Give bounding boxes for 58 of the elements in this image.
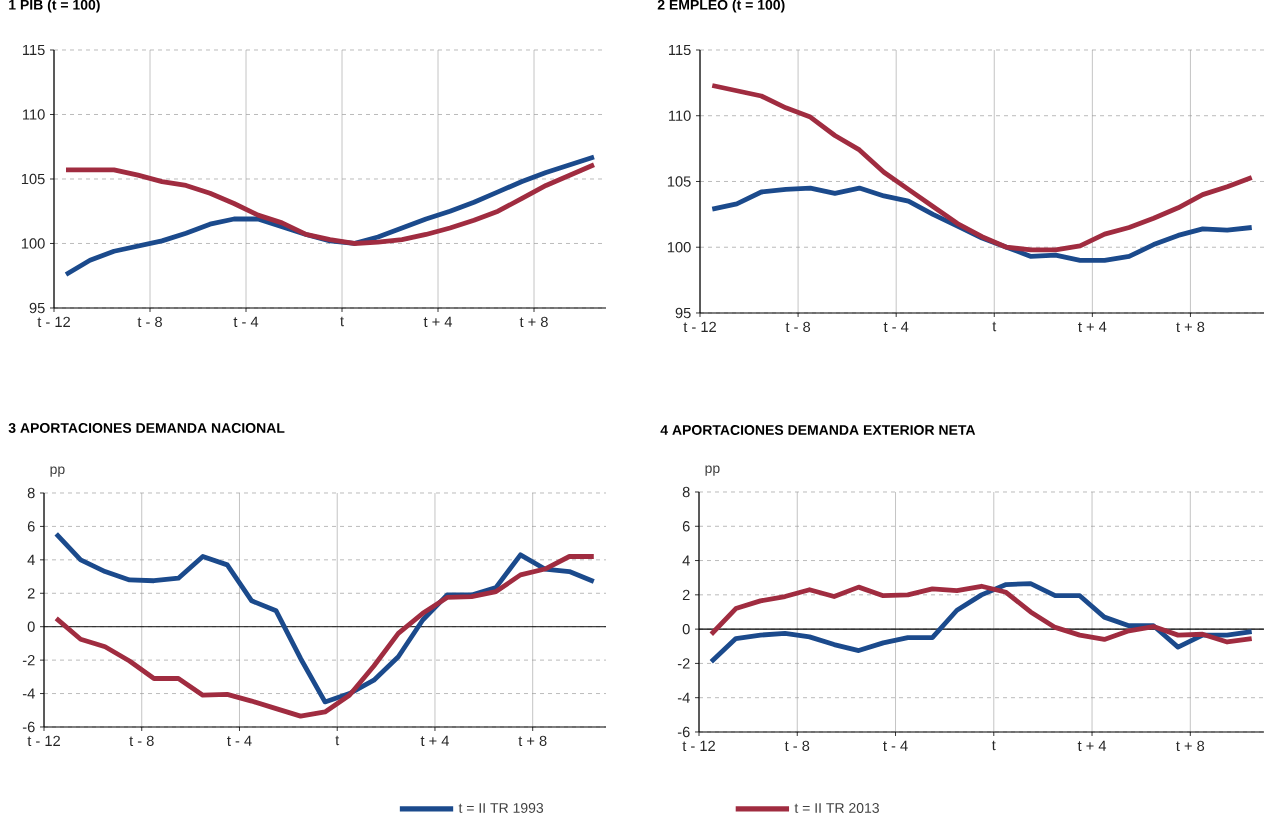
chart-title: 3 APORTACIONES DEMANDA NACIONAL (8, 423, 285, 433)
x-tick-label: t - 12 (27, 735, 60, 747)
x-tick-label: t (991, 740, 996, 751)
x-tick-label: t (335, 735, 340, 746)
y-tick-label: 95 (675, 307, 691, 319)
y-tick-label: -6 (22, 721, 35, 733)
x-tick-label: t + 8 (1176, 740, 1205, 752)
y-tick-label: 0 (27, 621, 35, 632)
y-tick-label: 115 (23, 44, 45, 56)
y-axis-title: pp (50, 466, 65, 477)
x-tick-label: t - 8 (784, 740, 810, 752)
legend-label: t = II TR 1993 (458, 802, 544, 813)
y-tick-label: 95 (29, 302, 45, 314)
y-tick-label: 0 (682, 623, 690, 635)
x-tick-label: t + 8 (1176, 321, 1205, 333)
y-tick-label: 110 (23, 109, 45, 120)
y-tick-label: 105 (21, 173, 45, 185)
x-tick-label: t - 4 (233, 316, 259, 327)
x-tick-label: t (992, 321, 997, 332)
legend-label: t = II TR 2013 (794, 802, 879, 813)
x-tick-label: t - 4 (883, 321, 909, 332)
y-tick-label: 2 (27, 588, 35, 599)
x-tick-label: t - 8 (137, 316, 162, 328)
x-tick-label: t - 4 (227, 735, 252, 746)
y-tick-label: -2 (677, 658, 690, 669)
x-tick-label: t + 4 (420, 735, 449, 746)
x-tick-label: t (340, 316, 344, 327)
chart-title: 1 PIB (t = 100) (9, 0, 100, 13)
x-tick-label: t + 4 (423, 316, 453, 327)
y-tick-label: 2 (682, 589, 690, 600)
y-tick-label: 115 (669, 44, 691, 56)
y-tick-label: 4 (682, 555, 690, 566)
chart-title: 4 APORTACIONES DEMANDA EXTERIOR NETA (660, 425, 976, 435)
y-axis-title: pp (705, 465, 720, 476)
y-tick-label: 105 (667, 176, 691, 187)
x-tick-label: t - 12 (682, 740, 715, 752)
y-tick-label: -4 (677, 692, 690, 703)
y-tick-label: 110 (669, 110, 691, 121)
chart-title: 2 EMPLEO (t = 100) (657, 0, 785, 13)
y-tick-label: 100 (21, 238, 45, 249)
x-tick-label: t - 12 (37, 316, 70, 328)
x-tick-label: t + 8 (518, 735, 547, 747)
x-tick-label: t + 8 (519, 316, 548, 328)
x-tick-label: t + 4 (1077, 740, 1107, 751)
y-tick-label: 6 (682, 521, 690, 532)
x-tick-label: t - 4 (883, 740, 908, 751)
y-tick-label: -2 (22, 655, 35, 666)
x-tick-label: t + 4 (1078, 321, 1107, 332)
y-tick-label: 8 (27, 487, 35, 499)
y-tick-label: 8 (682, 486, 690, 498)
y-tick-label: 4 (27, 554, 35, 565)
y-tick-label: 6 (27, 521, 35, 532)
x-tick-label: t - 12 (683, 321, 716, 333)
y-tick-label: -4 (22, 688, 35, 699)
x-tick-label: t - 8 (129, 735, 154, 747)
y-tick-label: -6 (677, 726, 690, 738)
x-tick-label: t - 8 (785, 321, 811, 333)
y-tick-label: 100 (667, 242, 691, 253)
